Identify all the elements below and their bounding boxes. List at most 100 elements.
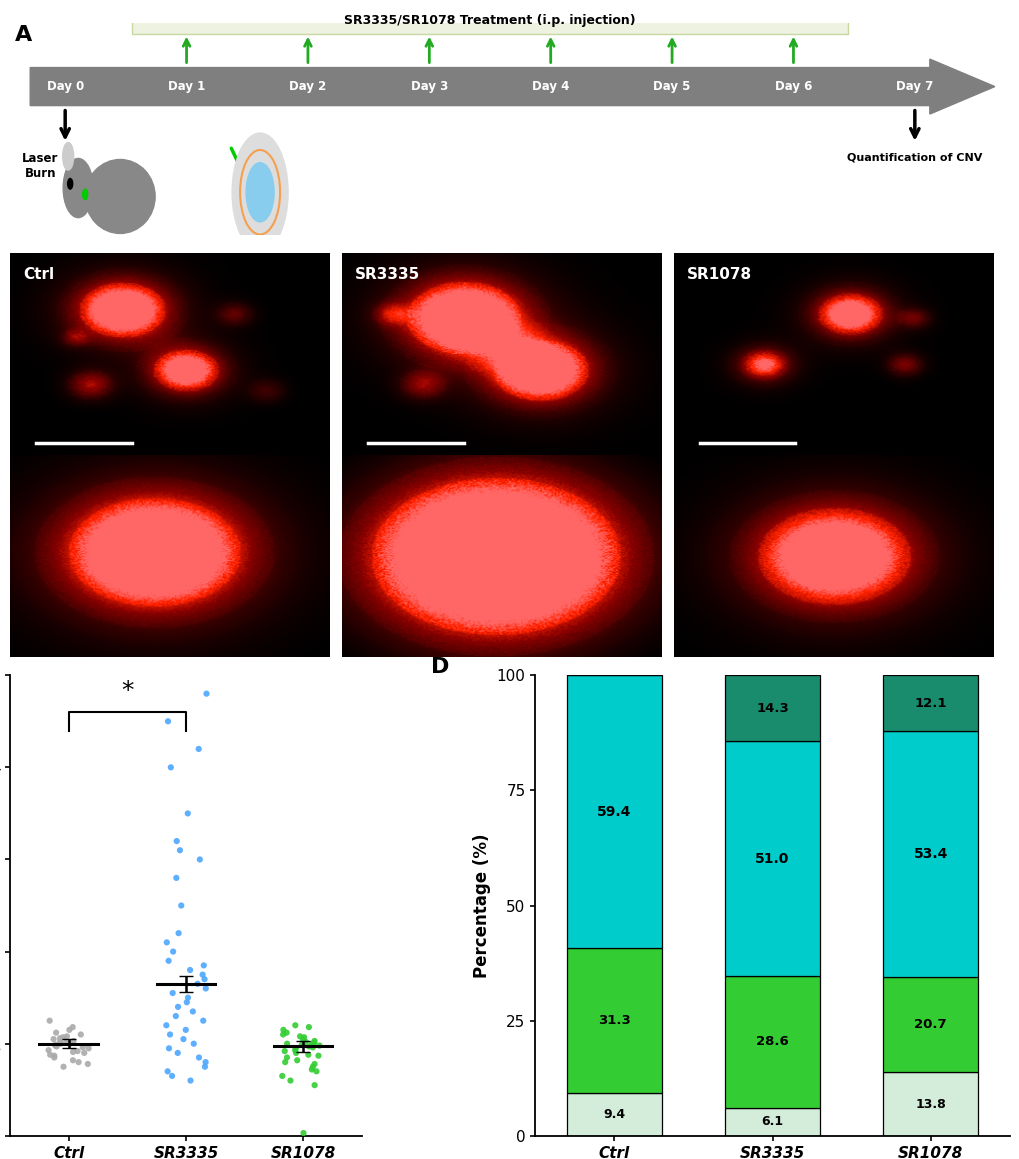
Point — [48, 1023, 64, 1042]
Text: SR1078: SR1078 — [686, 268, 751, 282]
Point — [196, 956, 212, 975]
Point — [306, 1032, 322, 1050]
Text: 51.0: 51.0 — [755, 852, 789, 866]
Text: Day 7: Day 7 — [896, 80, 932, 93]
Point — [181, 961, 198, 979]
Point — [301, 1037, 317, 1056]
Point — [179, 989, 196, 1007]
Point — [170, 998, 186, 1016]
Point — [277, 1052, 293, 1071]
Polygon shape — [31, 59, 994, 114]
Point — [287, 1016, 304, 1035]
Point — [286, 1041, 303, 1059]
Point — [162, 758, 178, 777]
Point — [298, 1033, 314, 1051]
Bar — [882, 731, 977, 977]
Point — [304, 1035, 320, 1054]
Point — [46, 1048, 62, 1066]
Point — [168, 868, 184, 887]
Point — [276, 1042, 292, 1060]
Point — [310, 1047, 326, 1065]
Point — [74, 1038, 91, 1057]
Bar — [567, 1093, 661, 1136]
Bar — [567, 675, 661, 948]
Ellipse shape — [86, 160, 155, 233]
Point — [167, 1007, 183, 1026]
Point — [196, 970, 212, 989]
Point — [191, 739, 207, 758]
Point — [55, 1057, 71, 1076]
Point — [59, 1027, 75, 1045]
Point — [173, 896, 190, 914]
Point — [55, 1028, 71, 1047]
Point — [177, 1021, 194, 1040]
FancyBboxPatch shape — [131, 6, 848, 34]
Point — [42, 1012, 58, 1030]
Point — [61, 1035, 77, 1054]
Bar — [567, 948, 661, 1093]
Point — [70, 1052, 87, 1071]
Point — [288, 1051, 305, 1070]
Text: *: * — [121, 679, 133, 702]
Point — [304, 1060, 320, 1079]
Point — [159, 933, 175, 952]
Point — [69, 1042, 86, 1060]
Point — [161, 1038, 177, 1057]
Point — [306, 1076, 322, 1094]
Text: 59.4: 59.4 — [596, 804, 631, 818]
Text: Day 2: Day 2 — [289, 80, 326, 93]
Point — [41, 1041, 57, 1059]
Y-axis label: Percentage (%): Percentage (%) — [473, 833, 490, 978]
Text: 31.3: 31.3 — [597, 1014, 630, 1027]
Point — [65, 1032, 82, 1050]
Text: SR3335: SR3335 — [355, 268, 420, 282]
Text: 53.4: 53.4 — [913, 847, 947, 861]
Point — [42, 1045, 58, 1064]
Point — [278, 1023, 294, 1042]
Bar — [725, 676, 819, 741]
Point — [306, 1034, 322, 1052]
Point — [178, 993, 195, 1012]
Point — [305, 1038, 321, 1057]
Point — [52, 1033, 68, 1051]
Point — [195, 965, 211, 984]
Text: Day 4: Day 4 — [532, 80, 569, 93]
Point — [185, 1035, 202, 1054]
Text: Day 5: Day 5 — [653, 80, 690, 93]
Point — [61, 1021, 77, 1040]
Circle shape — [232, 133, 287, 252]
Point — [300, 1045, 316, 1064]
Point — [306, 1055, 322, 1073]
Point — [169, 1043, 185, 1062]
Point — [79, 1055, 96, 1073]
Point — [179, 804, 196, 823]
Text: Laser
Burn: Laser Burn — [22, 152, 58, 180]
Point — [76, 1043, 93, 1062]
Point — [170, 924, 186, 942]
Bar — [674, 253, 993, 454]
Point — [198, 684, 214, 702]
Point — [160, 712, 176, 730]
Bar — [341, 454, 661, 657]
Point — [291, 1027, 308, 1045]
Point — [52, 1029, 68, 1048]
Point — [308, 1062, 324, 1080]
Text: 6.1: 6.1 — [761, 1115, 783, 1128]
Text: 14.3: 14.3 — [755, 701, 788, 715]
Point — [305, 1057, 321, 1076]
Text: Quantification of CNV: Quantification of CNV — [847, 152, 981, 162]
Point — [164, 984, 180, 1003]
Text: Ctrl: Ctrl — [23, 268, 54, 282]
Text: 20.7: 20.7 — [913, 1018, 946, 1032]
Text: SR3335/SR1078 Treatment (i.p. injection): SR3335/SR1078 Treatment (i.p. injection) — [343, 14, 635, 27]
Point — [287, 1038, 304, 1057]
Point — [184, 1003, 201, 1021]
Point — [192, 851, 208, 869]
Text: Day 0: Day 0 — [47, 80, 84, 93]
Point — [278, 1035, 294, 1054]
Point — [72, 1026, 89, 1044]
Text: A: A — [15, 25, 33, 45]
Point — [171, 841, 187, 860]
Bar — [674, 454, 993, 657]
Text: Day 1: Day 1 — [168, 80, 205, 93]
